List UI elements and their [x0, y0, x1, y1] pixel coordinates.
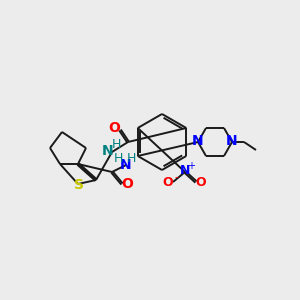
Text: N: N: [180, 164, 190, 178]
Text: -: -: [174, 172, 178, 182]
Text: S: S: [74, 178, 84, 192]
Text: N: N: [120, 158, 132, 172]
Text: +: +: [187, 161, 195, 171]
Text: O: O: [121, 177, 133, 191]
Text: H: H: [111, 139, 121, 152]
Text: N: N: [102, 144, 114, 158]
Text: N: N: [192, 134, 204, 148]
Text: H: H: [113, 152, 123, 166]
Text: N: N: [226, 134, 238, 148]
Text: H: H: [126, 152, 136, 166]
Text: O: O: [108, 121, 120, 135]
Text: O: O: [196, 176, 206, 190]
Text: O: O: [163, 176, 173, 190]
